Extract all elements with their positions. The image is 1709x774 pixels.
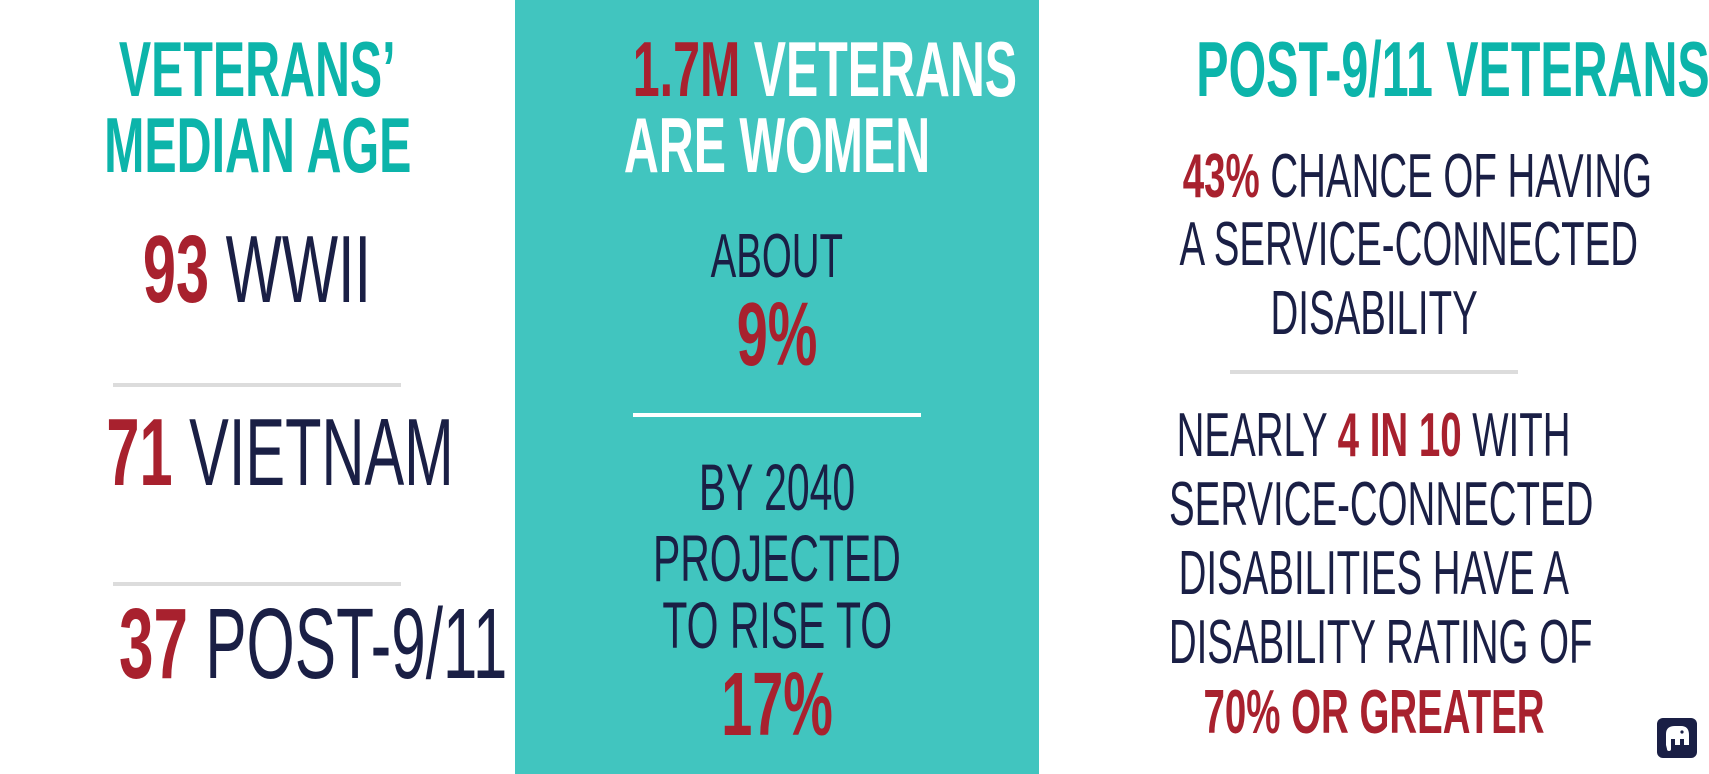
- divider: [113, 383, 401, 387]
- age-value: 93: [143, 216, 210, 323]
- women-heading-line2: ARE WOMEN: [623, 101, 931, 189]
- projected-percentage: 17%: [721, 655, 833, 755]
- age-row-wwii: 93 WWII: [0, 222, 515, 318]
- women-heading-line1: 1.7M VETERANS: [632, 25, 1018, 113]
- about-label: ABOUT: [710, 222, 844, 291]
- era-label: WWII: [226, 216, 372, 323]
- disability-chance-line2: A SERVICE-CONNECTED: [1179, 210, 1639, 279]
- disability-chance-line1: 43% CHANCE OF HAVING: [1182, 142, 1653, 211]
- age-row-vietnam: 71 VIETNAM: [0, 405, 515, 501]
- age-value: 71: [106, 399, 173, 506]
- divider: [633, 413, 921, 417]
- current-percentage: 9%: [736, 285, 818, 385]
- rating-threshold: 70% OR GREATER: [1203, 678, 1545, 747]
- median-age-panel: VETERANS’ MEDIAN AGE 93 WWII 71 VIETNAM …: [0, 0, 515, 774]
- projection-line2: PROJECTED: [653, 521, 901, 595]
- median-age-heading-line2: MEDIAN AGE: [103, 101, 412, 189]
- rating-stat-line4: DISABILITY RATING OF: [1168, 608, 1593, 677]
- rating-stat-line2: SERVICE-CONNECTED: [1169, 470, 1594, 539]
- post-911-panel: POST-9/11 VETERANS 43% CHANCE OF HAVING …: [1039, 0, 1709, 774]
- elephant-icon: [1657, 718, 1697, 758]
- age-row-post-911: 37 POST-9/11: [0, 594, 515, 694]
- post-911-heading: POST-9/11 VETERANS: [1196, 25, 1709, 113]
- divider: [1230, 370, 1518, 374]
- women-veterans-panel: 1.7M VETERANS ARE WOMEN ABOUT 9% BY 2040…: [515, 0, 1039, 774]
- disability-chance-value: 43%: [1182, 142, 1260, 211]
- median-age-heading-line1: VETERANS’: [119, 25, 396, 113]
- women-count: 1.7M: [632, 25, 741, 113]
- rating-stat-line3: DISABILITIES HAVE A: [1178, 539, 1570, 608]
- era-label: VIETNAM: [189, 399, 454, 506]
- projection-line3: TO RISE TO: [662, 588, 892, 662]
- divider: [113, 582, 401, 586]
- rating-stat-line1: NEARLY 4 IN 10 WITH: [1177, 401, 1571, 470]
- projection-line1: BY 2040: [698, 450, 856, 524]
- ratio-value: 4 IN 10: [1338, 401, 1462, 470]
- age-value: 37: [118, 588, 188, 700]
- era-label: POST-9/11: [205, 588, 508, 700]
- disability-chance-line3: DISABILITY: [1270, 279, 1478, 348]
